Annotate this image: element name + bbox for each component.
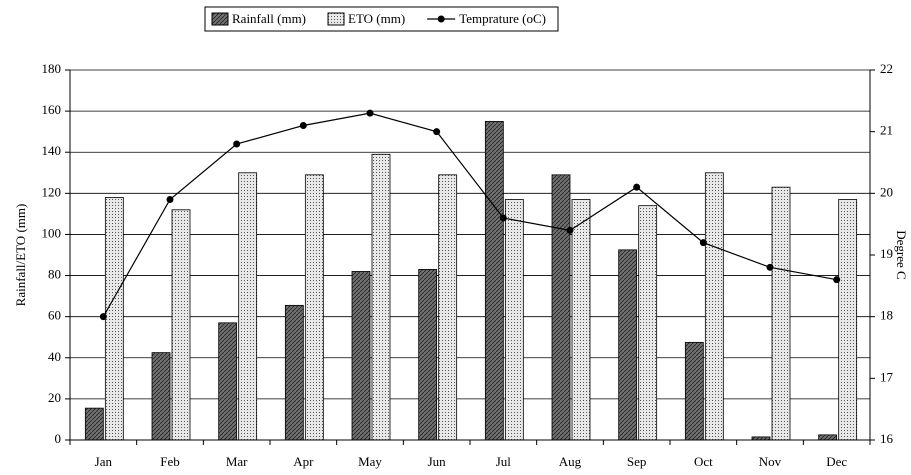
y-tick-label: 160 <box>42 102 62 117</box>
point <box>233 140 241 148</box>
legend-label: Rainfall (mm) <box>232 11 306 26</box>
y2-tick-label: 18 <box>880 308 893 323</box>
y2-tick-label: 21 <box>880 123 893 138</box>
bar <box>104 197 124 441</box>
x-tick-label: Apr <box>293 454 314 469</box>
bar <box>238 172 258 441</box>
bar <box>218 322 238 441</box>
y-tick-label: 0 <box>55 431 62 446</box>
y2-tick-label: 22 <box>880 61 893 76</box>
bar <box>304 174 324 441</box>
point <box>166 196 174 203</box>
x-tick-label: Feb <box>160 454 180 469</box>
bar <box>704 172 724 441</box>
y2-axis-label: Degree C <box>894 230 909 279</box>
point <box>699 239 707 247</box>
y2-tick-label: 17 <box>880 369 894 384</box>
y-tick-label: 140 <box>42 143 62 158</box>
bar <box>171 209 191 441</box>
point <box>633 183 641 191</box>
bar <box>638 205 658 441</box>
x-tick-label: Oct <box>694 454 713 469</box>
x-tick-label: Dec <box>826 454 847 469</box>
x-tick-label: Jan <box>95 454 113 469</box>
bar <box>618 249 638 441</box>
point <box>299 122 307 129</box>
bar <box>371 153 391 441</box>
y2-tick-label: 16 <box>880 431 894 446</box>
y-tick-label: 180 <box>42 61 62 76</box>
point <box>833 276 841 284</box>
y-tick-label: 20 <box>48 390 61 405</box>
legend-swatch <box>211 12 229 26</box>
bar <box>818 434 838 441</box>
bar <box>438 174 458 441</box>
x-tick-label: May <box>358 454 382 469</box>
y-tick-label: 100 <box>42 225 62 240</box>
point <box>99 313 107 321</box>
line <box>102 112 837 317</box>
x-tick-label: Jul <box>496 454 512 469</box>
x-tick-label: Mar <box>226 454 248 469</box>
bar <box>571 199 591 441</box>
y-tick-label: 60 <box>48 308 61 323</box>
point <box>433 128 441 136</box>
point <box>566 226 574 234</box>
y-tick-label: 40 <box>48 349 61 364</box>
bar <box>84 407 104 441</box>
x-tick-label: Aug <box>559 454 582 469</box>
bar <box>838 199 858 441</box>
bar <box>418 268 438 441</box>
legend-swatch <box>327 12 345 26</box>
y-tick-label: 120 <box>42 184 62 199</box>
bar <box>484 120 504 441</box>
point <box>766 263 774 271</box>
legend-point <box>437 15 445 23</box>
bar <box>551 174 571 441</box>
x-tick-label: Jun <box>428 454 447 469</box>
point <box>499 214 507 222</box>
y-axis-label: Rainfall/ETO (mm) <box>13 204 28 307</box>
bar <box>504 199 524 441</box>
bar <box>771 186 791 441</box>
x-tick-label: Sep <box>627 454 647 469</box>
legend-label: ETO (mm) <box>348 11 405 26</box>
y2-tick-label: 20 <box>880 184 893 199</box>
y-tick-label: 80 <box>48 267 61 282</box>
x-tick-label: Nov <box>759 454 782 469</box>
legend-box <box>204 6 559 32</box>
bar <box>284 304 304 441</box>
bar <box>351 271 371 441</box>
point <box>366 109 374 117</box>
legend-label: Temprature (oC) <box>459 11 546 26</box>
bar <box>684 341 704 441</box>
legend: Rainfall (mm) ETO (mm) Temprature (oC) <box>204 6 559 32</box>
bar <box>151 352 171 441</box>
y2-tick-label: 19 <box>880 246 893 261</box>
